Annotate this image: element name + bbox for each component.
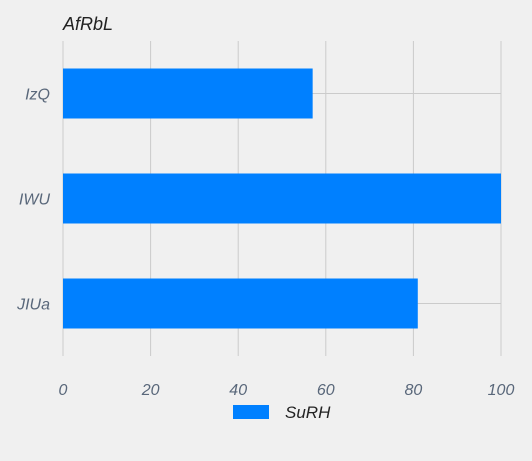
- chart-title: AfRbL: [62, 14, 113, 34]
- legend-swatch: [233, 405, 269, 419]
- x-tick-label: 0: [59, 382, 68, 399]
- bars: [63, 68, 501, 329]
- x-tick-label: 20: [141, 382, 160, 399]
- x-tick-label: 40: [229, 382, 247, 399]
- y-axis-ticks: IzQ IWU JIUa: [16, 87, 50, 314]
- y-tick-label: JIUa: [16, 297, 50, 314]
- y-tick-label: IzQ: [25, 87, 50, 104]
- y-tick-label: IWU: [19, 192, 51, 209]
- x-axis-ticks: 0 20 40 60 80 100: [59, 382, 515, 399]
- x-tick-label: 100: [488, 382, 515, 399]
- bar-jiua: [63, 278, 418, 329]
- x-tick-label: 80: [405, 382, 423, 399]
- bar-izq: [63, 68, 313, 119]
- bar-iwu: [63, 173, 501, 224]
- x-tick-label: 60: [317, 382, 335, 399]
- legend-label: SuRH: [285, 403, 331, 422]
- legend: SuRH: [233, 403, 331, 422]
